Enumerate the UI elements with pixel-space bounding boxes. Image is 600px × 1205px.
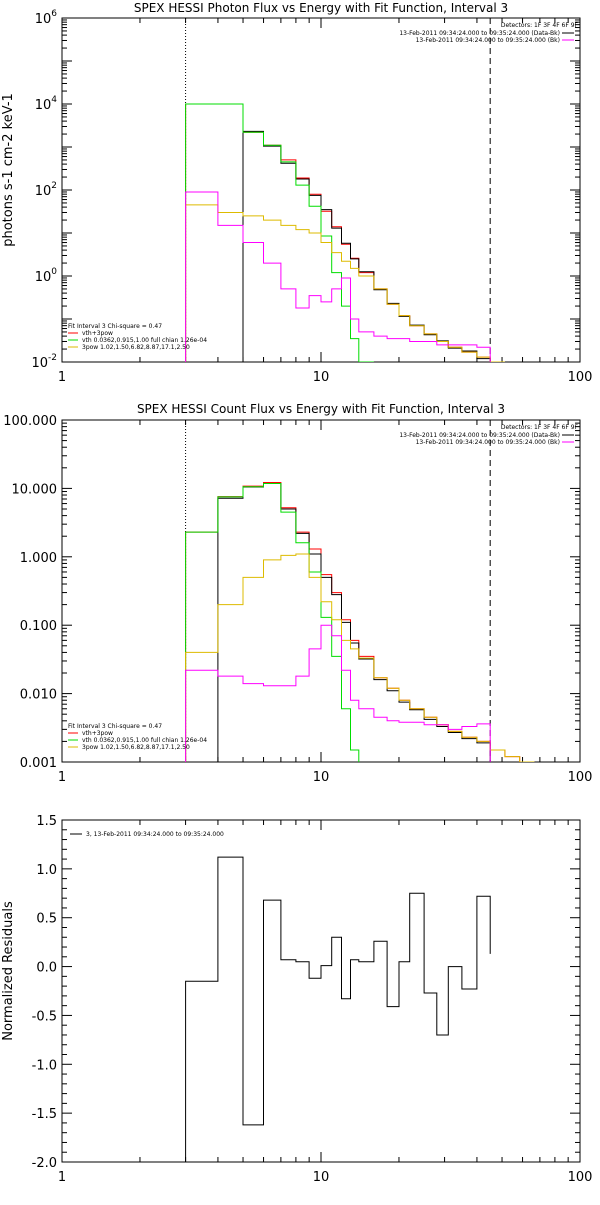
y-tick-base: 10 — [35, 184, 52, 199]
legend-entry-label: vth 0.0362,0.915,1.00 full chian 1.26e-0… — [82, 337, 207, 344]
legend-top-left: 3, 13-Feb-2011 09:34:24.000 to 09:35:24.… — [70, 831, 224, 838]
legend-entry-label: 13-Feb-2011 09:34:24.000 to 09:35:24.000… — [399, 432, 560, 439]
plot-frame — [61, 17, 581, 363]
series-vth — [185, 103, 374, 362]
y-tick-label: 0.5 — [36, 912, 57, 927]
series-group — [185, 103, 505, 362]
y-tick-base: 10 — [35, 98, 52, 113]
series-3-13-feb-2011-09-34-24-000-to-09-35-24-000 — [185, 856, 491, 1162]
y-tick-label: 104 — [35, 95, 58, 113]
y-axis-label: Normalized Residuals — [1, 901, 16, 1041]
series-vth-3pow — [185, 103, 491, 362]
legend-entry-label: 13-Feb-2011 09:34:24.000 to 09:35:24.000… — [399, 30, 560, 37]
x-tick-label: 10 — [313, 370, 330, 385]
y-tick-base: 10 — [35, 12, 52, 27]
y-tick-label: 100 — [35, 267, 58, 285]
plot-frame — [61, 819, 581, 1163]
y-tick-label: 100.000 — [3, 414, 57, 429]
y-tick-label: 0.001 — [20, 756, 57, 771]
x-tick-label: 100 — [568, 370, 593, 385]
series-bk — [185, 624, 491, 762]
panel-3: 1 10 100 -2.0 -1.5 -1.0 -0.5 0.0 0.5 1.0 1.5 Normal… — [1, 814, 592, 1185]
series-bk — [185, 191, 491, 362]
x-tick-label: 1 — [58, 370, 66, 385]
y-tick-label: 1.5 — [36, 814, 57, 829]
x-tick-label: 1 — [58, 1170, 66, 1185]
legend-bottom-left: Fit Interval 3 Chi-square = 0.47vth+3pow… — [68, 323, 207, 351]
y-tick-exponent: 6 — [51, 9, 57, 19]
y-tick-label: 0.100 — [20, 619, 57, 634]
y-tick-exponent: -2 — [48, 353, 57, 363]
y-tick-label: 0.0 — [36, 961, 57, 976]
y-tick-exponent: 2 — [51, 181, 57, 191]
panel-1: SPEX HESSI Photon Flux vs Energy with Fi… — [1, 1, 592, 385]
legend-detectors: Detectors: 1F 3F 4F 6F 9F — [501, 424, 579, 431]
series-vth — [185, 483, 360, 762]
x-tick-label: 10 — [313, 770, 330, 785]
x-axis: 1 10 100 — [58, 420, 593, 785]
legend-entry-label: vth 0.0362,0.915,1.00 full chian 1.26e-0… — [82, 737, 207, 744]
series-vth-3pow — [185, 482, 535, 762]
legend-fit-header: Fit Interval 3 Chi-square = 0.47 — [68, 323, 162, 330]
legend-bottom-left: Fit Interval 3 Chi-square = 0.47vth+3pow… — [68, 723, 207, 751]
legend-detectors: Detectors: 1F 3F 4F 6F 9F — [501, 22, 579, 29]
legend-entry-label: 13-Feb-2011 09:34:24.000 to 09:35:24.000… — [416, 439, 560, 446]
y-axis-label: photons s-1 cm-2 keV-1 — [1, 93, 16, 247]
panel-2: SPEX HESSI Count Flux vs Energy with Fit… — [3, 402, 592, 785]
series-3pow — [185, 204, 505, 362]
x-tick-label: 10 — [313, 1170, 330, 1185]
legend-entry-label: 3pow 1.02,1.50,6.82,8.87,17.1,2.50 — [82, 344, 190, 351]
y-tick-label: 102 — [35, 181, 57, 199]
y-tick-label: 10-2 — [31, 353, 57, 371]
x-tick-label: 100 — [568, 1170, 593, 1185]
x-tick-label: 1 — [58, 770, 66, 785]
series-data-bk — [242, 130, 491, 362]
chart-title: SPEX HESSI Count Flux vs Energy with Fit… — [137, 402, 505, 416]
legend-entry-label: vth+3pow — [82, 330, 113, 337]
y-tick-label: -1.5 — [32, 1107, 57, 1122]
y-axis: -2.0 -1.5 -1.0 -0.5 0.0 0.5 1.0 1.5 — [32, 814, 580, 1171]
y-tick-label: 0.010 — [20, 688, 57, 703]
y-tick-label: -0.5 — [32, 1009, 57, 1024]
series-data-bk — [217, 483, 491, 762]
x-axis: 1 10 100 — [58, 820, 593, 1185]
x-tick-label: 100 — [568, 770, 593, 785]
y-tick-label: 1.000 — [20, 551, 57, 566]
legend-entry-label: 3, 13-Feb-2011 09:34:24.000 to 09:35:24.… — [86, 831, 224, 838]
y-tick-label: 1.0 — [36, 863, 57, 878]
legend-entry-label: vth+3pow — [82, 730, 113, 737]
y-tick-base: 10 — [31, 356, 48, 371]
y-tick-label: -1.0 — [32, 1058, 57, 1073]
legend-entry-label: 13-Feb-2011 09:34:24.000 to 09:35:24.000… — [416, 37, 560, 44]
y-tick-exponent: 4 — [51, 95, 57, 105]
y-tick-label: 106 — [35, 9, 58, 27]
y-axis: 0.001 0.010 0.100 1.000 10.000 100.000 — [3, 414, 580, 771]
legend-entry-label: 3pow 1.02,1.50,6.82,8.87,17.1,2.50 — [82, 744, 190, 751]
chart-title: SPEX HESSI Photon Flux vs Energy with Fi… — [134, 1, 508, 15]
series-group — [185, 482, 535, 762]
y-tick-base: 10 — [35, 270, 52, 285]
y-tick-exponent: 0 — [51, 267, 57, 277]
y-tick-label: 10.000 — [12, 482, 58, 497]
series-group — [185, 856, 491, 1162]
y-tick-label: -2.0 — [32, 1156, 57, 1171]
series-3pow — [185, 553, 535, 762]
legend-fit-header: Fit Interval 3 Chi-square = 0.47 — [68, 723, 162, 730]
